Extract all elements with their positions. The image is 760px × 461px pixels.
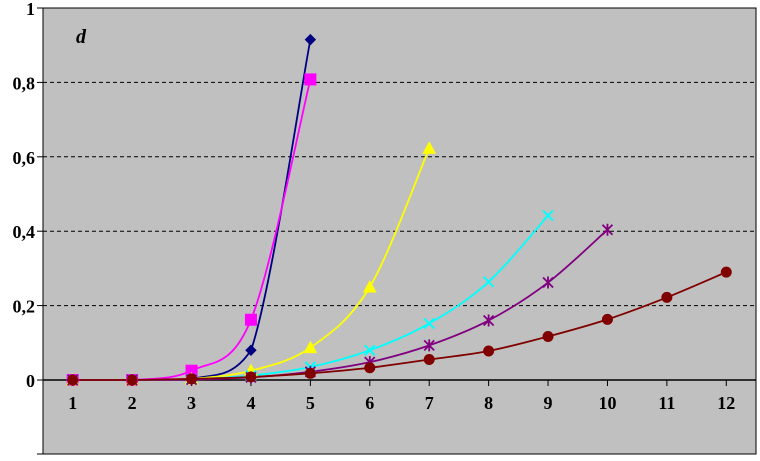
data-point-asterisk — [482, 314, 495, 327]
data-point-circle — [483, 345, 495, 357]
data-point-triangle — [362, 279, 377, 293]
data-point-diamond — [304, 33, 317, 46]
x-tick-label: 12 — [717, 393, 735, 413]
x-tick-label: 1 — [68, 393, 77, 413]
data-point-circle — [542, 330, 554, 342]
data-point-circle — [661, 291, 673, 303]
data-point-circle — [245, 371, 257, 383]
data-point-x — [364, 344, 376, 356]
data-point-circle — [423, 354, 435, 366]
x-tick-label: 3 — [187, 393, 196, 413]
data-point-circle — [304, 367, 316, 379]
x-tick-label: 6 — [365, 393, 374, 413]
y-tick-label: 0,6 — [13, 148, 36, 168]
y-tick-label: 0,4 — [13, 222, 36, 242]
data-point-circle — [364, 362, 376, 374]
y-tick-label: 0,8 — [13, 73, 36, 93]
data-point-asterisk — [542, 276, 554, 289]
data-point-circle — [126, 374, 138, 386]
x-tick-label: 10 — [598, 393, 616, 413]
data-point-square — [244, 313, 257, 326]
y-axis-label: d — [76, 26, 87, 48]
data-point-triangle — [422, 141, 437, 154]
data-point-square — [304, 73, 317, 86]
x-tick-label: 4 — [246, 393, 255, 413]
x-tick-label: 2 — [128, 393, 137, 413]
x-tick-label: 9 — [544, 393, 553, 413]
data-point-diamond — [245, 344, 257, 356]
data-point-circle — [186, 373, 198, 385]
x-tick-label: 7 — [425, 393, 434, 413]
y-tick-label: 0 — [26, 371, 35, 391]
y-tick-label: 1 — [26, 0, 35, 19]
x-tick-label: 8 — [484, 393, 493, 413]
data-point-circle — [67, 374, 79, 386]
data-point-triangle — [303, 340, 318, 354]
x-tick-label: 5 — [306, 393, 315, 413]
data-point-x — [423, 317, 435, 330]
data-point-asterisk — [423, 339, 435, 352]
data-point-x — [482, 276, 495, 288]
data-point-asterisk — [601, 223, 614, 236]
data-point-circle — [601, 313, 613, 325]
marker-layer — [65, 33, 732, 386]
data-point-circle — [720, 266, 732, 278]
data-point-x — [542, 209, 554, 222]
x-tick-label: 11 — [658, 393, 675, 413]
y-tick-label: 0,2 — [13, 297, 36, 317]
